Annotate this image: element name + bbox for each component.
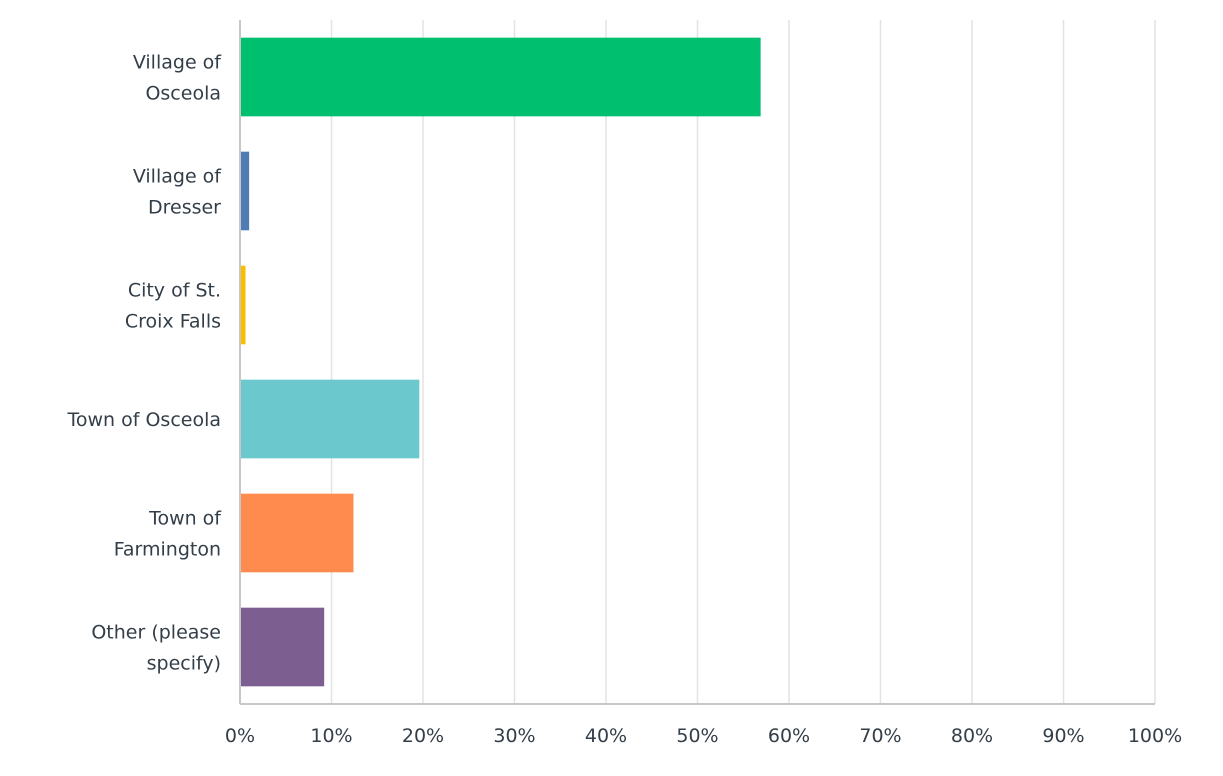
bar <box>240 265 246 345</box>
bar <box>240 379 420 459</box>
bar <box>240 37 761 117</box>
x-tick-labels: 0% 10% 20% 30% 40% 50% 60% 70% 80% 90% 100% <box>225 725 1182 747</box>
x-tick-label: 20% <box>402 725 444 747</box>
x-tick-label: 80% <box>951 725 993 747</box>
x-tick-label: 90% <box>1042 725 1084 747</box>
category-label: Town of Osceola <box>66 409 221 431</box>
x-tick-label: 40% <box>585 725 627 747</box>
x-tick-label: 0% <box>225 725 255 747</box>
category-label: Croix Falls <box>125 311 221 333</box>
x-tick-label: 60% <box>768 725 810 747</box>
category-label: Farmington <box>114 539 221 561</box>
category-labels: Village of Osceola Village of Dresser City o… <box>66 52 222 675</box>
bar <box>240 607 325 687</box>
category-label: Village of <box>133 166 222 188</box>
bar <box>240 493 354 573</box>
bars <box>240 37 761 687</box>
x-tick-label: 50% <box>676 725 718 747</box>
x-tick-label: 10% <box>310 725 352 747</box>
bar <box>240 151 250 231</box>
category-label: specify) <box>147 653 221 675</box>
category-label: Other (please <box>91 622 221 644</box>
axes <box>239 20 1155 705</box>
category-label: Dresser <box>148 197 221 219</box>
x-tick-label: 100% <box>1128 725 1182 747</box>
category-label: Village of <box>133 52 222 74</box>
x-tick-label: 70% <box>859 725 901 747</box>
grid-lines <box>330 20 1156 704</box>
category-label: City of St. <box>128 280 221 302</box>
x-tick-label: 30% <box>493 725 535 747</box>
category-label: Town of <box>148 508 222 530</box>
category-label: Osceola <box>145 83 221 105</box>
